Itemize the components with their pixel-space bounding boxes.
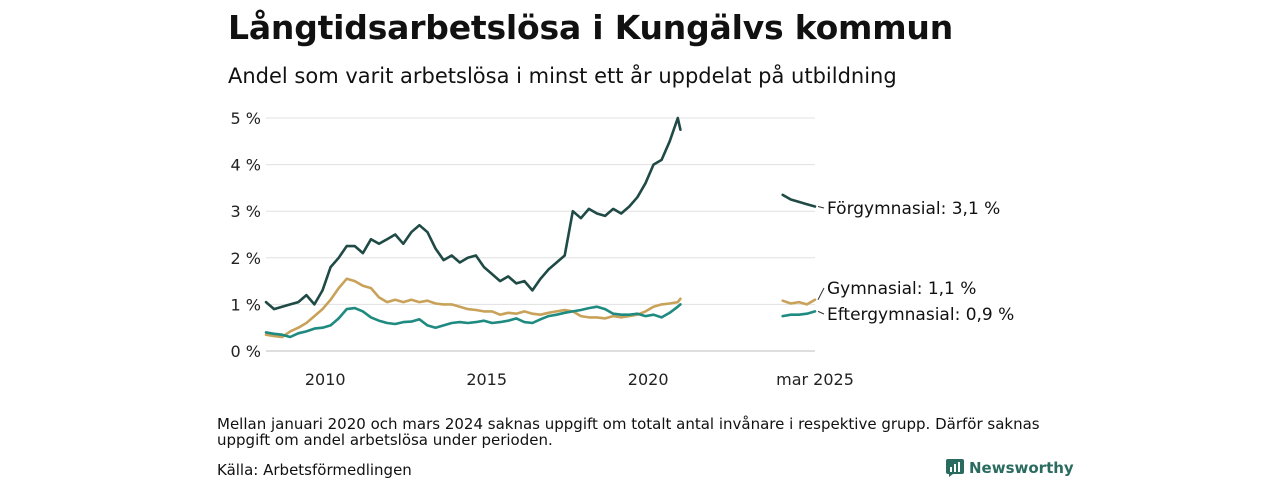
y-tick-label: 0 % xyxy=(231,342,261,361)
series-end-labels: Förgymnasial: 3,1 % Gymnasial: 1,1 % Efter… xyxy=(817,199,1014,325)
series-line-gymnasial xyxy=(264,277,682,339)
y-tick-label: 3 % xyxy=(231,202,261,221)
series-end-label: Eftergymnasial: 0,9 % xyxy=(827,305,1014,325)
series-end-label: Gymnasial: 1,1 % xyxy=(827,279,976,299)
line-chart: 0 %1 %2 %3 %4 %5 % 2010 2015 2020 mar 2025 … xyxy=(231,109,1015,389)
series-line-eftergymnasial xyxy=(781,310,817,318)
label-connector xyxy=(817,287,825,300)
chart-title: Långtidsarbetslösa i Kungälvs kommun xyxy=(228,8,954,47)
newsworthy-logo-icon xyxy=(946,459,964,477)
series-line-gymnasial xyxy=(781,298,817,306)
x-tick-label: mar 2025 xyxy=(776,370,854,389)
footnote: Mellan januari 2020 och mars 2024 saknas… xyxy=(217,415,1040,449)
brand-name: Newsworthy xyxy=(969,459,1074,477)
y-tick-label: 5 % xyxy=(231,109,261,128)
series-line-förgymnasial xyxy=(781,193,817,208)
label-connector xyxy=(817,310,825,315)
series-line-förgymnasial xyxy=(264,116,682,311)
x-tick-label: 2010 xyxy=(305,370,346,389)
y-axis-ticks: 0 % 1 % 2 % 3 % 4 % 5 % xyxy=(231,109,261,361)
chart-subtitle: Andel som varit arbetslösa i minst ett å… xyxy=(228,64,897,88)
brand-logo[interactable]: Newsworthy xyxy=(946,459,1074,477)
series-line-eftergymnasial xyxy=(264,303,682,339)
y-tick-label: 2 % xyxy=(231,249,261,268)
y-tick-label: 4 % xyxy=(231,156,261,175)
series-lines xyxy=(264,116,817,339)
x-tick-label: 2020 xyxy=(628,370,669,389)
label-connector xyxy=(817,206,825,209)
series-end-label: Förgymnasial: 3,1 % xyxy=(827,199,1000,219)
grid-lines xyxy=(266,117,815,352)
x-tick-label: 2015 xyxy=(466,370,507,389)
source-text: Källa: Arbetsförmedlingen xyxy=(217,461,412,479)
y-tick-label: 1 % xyxy=(231,295,261,314)
x-axis-ticks: 2010 2015 2020 mar 2025 xyxy=(305,370,854,389)
